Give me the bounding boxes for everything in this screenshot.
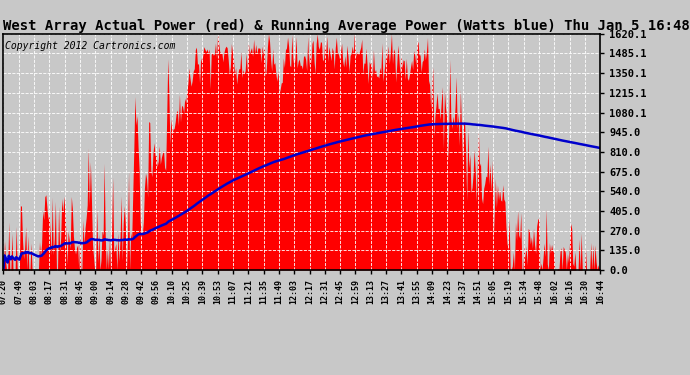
Text: Copyright 2012 Cartronics.com: Copyright 2012 Cartronics.com <box>5 41 175 51</box>
Text: West Array Actual Power (red) & Running Average Power (Watts blue) Thu Jan 5 16:: West Array Actual Power (red) & Running … <box>3 18 690 33</box>
